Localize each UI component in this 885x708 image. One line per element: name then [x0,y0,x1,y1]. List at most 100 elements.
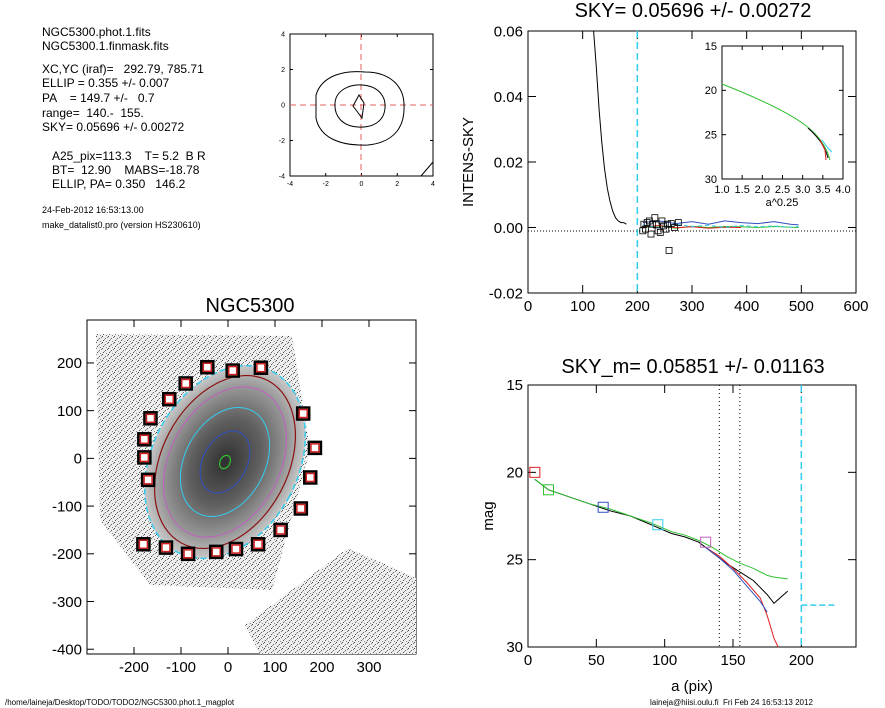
galaxy-ellipse-cyan [179,406,271,518]
inset-frame [721,45,844,180]
intensity-xtick-label: 400 [734,298,759,315]
intensity-point [647,230,655,238]
inset-xtick-label: 1.0 [714,184,729,196]
galaxy-xtick-label: -100 [166,659,196,676]
intensity-series-line [593,30,627,225]
intensity-point [643,219,651,226]
galaxy-xtick-label: 300 [356,659,381,676]
mag-marker [652,519,664,531]
inset-ytick-label: 15 [705,41,717,53]
mag-xlabel: a (pix) [671,678,713,695]
intensity-xtick-label: 600 [843,298,868,315]
mask-box [273,522,288,538]
galaxy-ellipse-blue [199,430,251,494]
mag-marker [700,536,712,548]
mask-box-inner [256,362,266,373]
intensity-xtick-label: 0 [524,298,532,315]
info-date: 24-Feb-2012 16:53:13.00 [42,205,144,215]
intensity-ytick-label: 0.04 [494,89,523,106]
inset-xtick-label: 2.0 [755,184,770,196]
intensity-frame [527,30,857,294]
intensity-ytick-label: 0.02 [494,154,523,171]
intensity-point [671,224,678,231]
galaxy-title: NGC5300 [206,295,295,317]
mag-xtick-label: 100 [652,652,677,669]
galaxy-ellipse-sky [143,364,307,560]
inset-red-curve [819,139,827,161]
contour-ytick-label: 4 [281,31,285,38]
mask-box-inner [143,475,153,485]
mag-marker [543,484,554,496]
galaxy-xtick-label: 0 [224,659,232,676]
mask-box [293,501,309,516]
contour-panel: -4 -2 0 2 4 -4 -2 0 2 4 [279,31,435,188]
mask-box-inner [298,408,308,419]
mask-box [303,470,318,485]
intensity-xtick-label: 300 [679,298,704,315]
galaxy-ytick-label: -100 [52,498,82,515]
contour-outer [315,71,405,146]
contour-ytick-label: -4 [279,173,285,180]
mask-box-inner [202,362,213,372]
info-a25: A25_pix=113.3 T= 5.2 B R [52,149,206,163]
galaxy-ellipse-magenta [163,386,287,538]
galaxy-ytick-label: 0 [74,451,82,468]
intensity-point [654,227,662,235]
mask-box-inner [139,452,150,463]
intensity-panel: SKY= 0.05696 +/- 0.00272 INTENS-SKY 0 100… [460,0,869,315]
galaxy-ytick-label: -200 [52,546,82,563]
inset-xlabel: a^0.25 [766,197,799,209]
mask-box [136,537,151,552]
inset-cyan-curve [821,139,833,153]
contour-ytick-label: 0 [281,102,285,109]
intensity-point [662,225,670,233]
info-ellip-pa: ELLIP, PA= 0.350 146.2 [52,177,186,191]
mask-box-inner [231,544,241,554]
mask-box [143,411,158,426]
mask-box-inner [227,365,238,376]
intensity-point [664,220,671,228]
mask-box [295,406,311,421]
mask-box [253,360,269,375]
mask-box [162,391,177,407]
mask-box-inner [180,378,191,389]
mask-box [209,544,224,560]
galaxy-ellipse-green [218,454,232,470]
mask-box-inner [211,547,221,557]
mask-box [137,450,152,465]
mag-series-line [534,478,788,580]
intensity-point [651,214,659,222]
mask-box-inner [145,413,156,424]
info-range: range= 140.- 155. [42,106,144,120]
intensity-ytick-label: 0.06 [494,23,523,40]
galaxy-xtick-label: -200 [119,659,149,676]
mask-box [200,359,215,375]
mag-series-line [705,547,768,613]
galaxy-ytick-label: 200 [57,355,82,372]
intensity-point [649,220,657,228]
contour-corner [420,161,434,177]
mask-box [228,541,244,557]
contour-xtick-label: -4 [287,181,293,188]
inset-xtick-label: 1.5 [735,184,750,196]
mag-title: SKY_m= 0.05851 +/- 0.01163 [561,356,824,378]
mask-box-inner [183,549,193,559]
inset-xtick-label: 3.0 [795,184,810,196]
contour-xtick-label: 2 [395,181,399,188]
mask-box [225,363,240,378]
mag-xtick-label: 50 [588,652,605,669]
galaxy-field-corner [245,548,416,654]
inset-ytick-label: 20 [705,85,717,97]
contour-ytick-label: -2 [279,138,285,145]
inset-ytick-label: 25 [705,130,717,142]
mag-series-line [705,546,779,648]
galaxy-ytick-label: -300 [52,594,82,611]
mag-ytick-label: 20 [506,464,523,481]
intensity-ylabel: INTENS-SKY [460,117,477,207]
mag-xtick-label: 150 [720,652,745,669]
info-filename: NGC5300.phot.1.fits [42,25,151,39]
intensity-ytick-label: 0.00 [494,220,523,237]
mag-ylabel: mag [480,501,497,530]
contour-xtick-label: 0 [360,181,364,188]
